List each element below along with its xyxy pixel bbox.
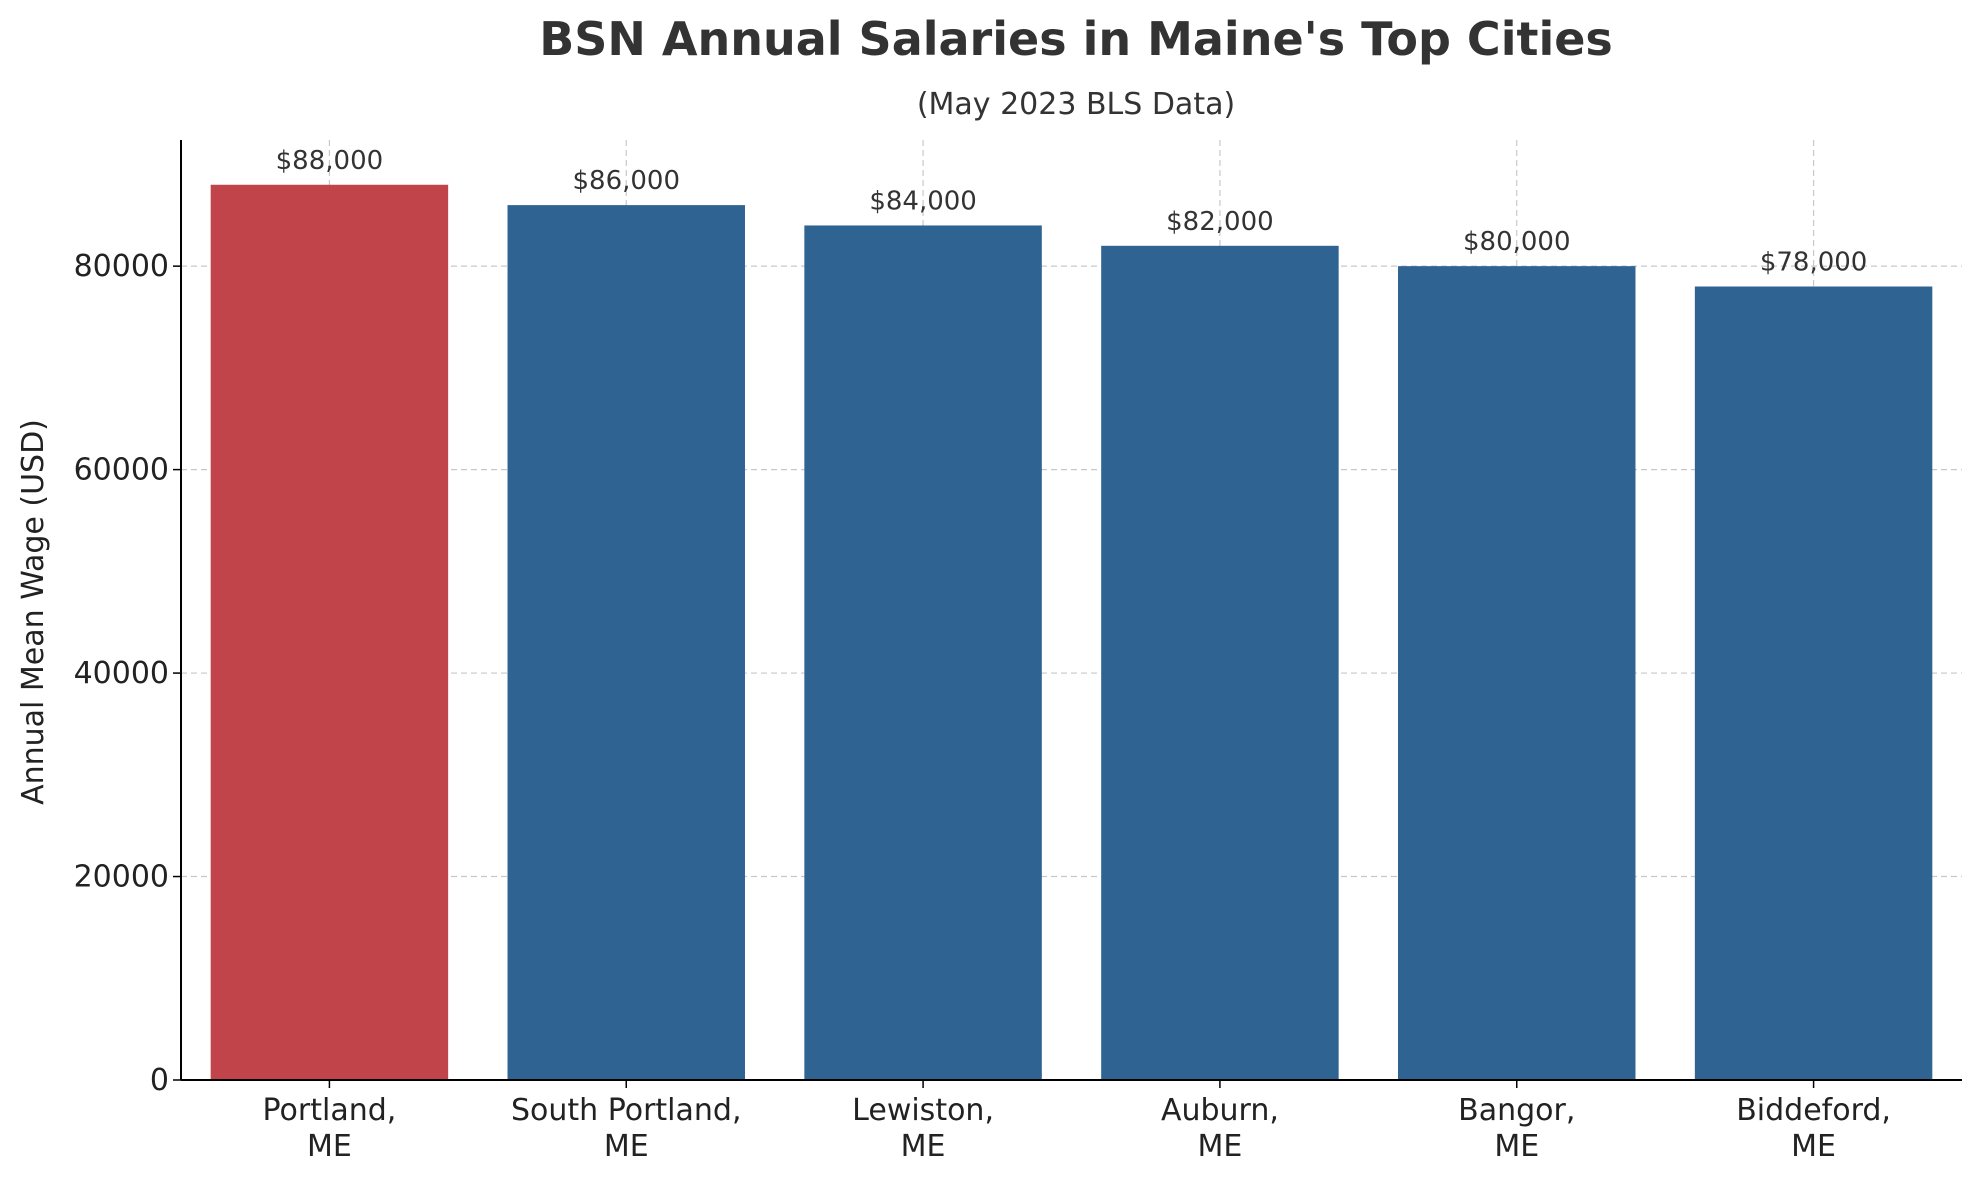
x-tick-label-line: ME — [1197, 1129, 1242, 1164]
y-tick-labels: 0 20000 40000 60000 80000 — [74, 249, 169, 1098]
axes — [173, 140, 1962, 1088]
data-label: $80,000 — [1463, 227, 1571, 257]
y-axis-label: Annual Mean Wage (USD) — [16, 419, 51, 805]
bar — [507, 205, 745, 1081]
x-tick-label: Biddeford, ME — [1736, 1093, 1891, 1164]
bar — [1398, 266, 1636, 1080]
x-tick-label: Portland, ME — [263, 1093, 397, 1164]
y-tick-label: 80000 — [74, 249, 169, 284]
x-tick-label: Lewiston, ME — [852, 1093, 994, 1164]
data-label: $84,000 — [869, 186, 977, 216]
x-tick-label-line: Biddeford, — [1736, 1093, 1891, 1128]
chart-title: BSN Annual Salaries in Maine's Top Citie… — [539, 12, 1613, 66]
data-label: $78,000 — [1760, 247, 1868, 277]
data-label: $88,000 — [276, 146, 384, 176]
x-tick-label: Auburn, ME — [1161, 1093, 1279, 1164]
data-label: $86,000 — [572, 166, 680, 196]
bar — [210, 184, 449, 1080]
x-tick-label-line: ME — [1791, 1129, 1836, 1164]
x-tick-label-line: Lewiston, — [852, 1093, 994, 1128]
y-tick-label: 60000 — [74, 453, 169, 488]
data-labels: $88,000 $86,000 $84,000 $82,000 $80,000 $78,0… — [276, 146, 1868, 278]
bar — [1694, 286, 1933, 1080]
x-tick-label: Bangor, ME — [1458, 1093, 1575, 1164]
bars — [210, 184, 1933, 1081]
bar — [804, 225, 1042, 1081]
y-tick-label: 40000 — [74, 656, 169, 691]
chart-subtitle: (May 2023 BLS Data) — [917, 87, 1235, 122]
bar — [1101, 245, 1339, 1080]
y-tick-label: 20000 — [74, 860, 169, 895]
x-tick-label-line: ME — [1494, 1129, 1539, 1164]
x-tick-label-line: Auburn, — [1161, 1093, 1279, 1128]
x-tick-label-line: ME — [604, 1129, 649, 1164]
x-tick-label-line: South Portland, — [511, 1093, 742, 1128]
y-tick-label: 0 — [150, 1063, 169, 1098]
x-tick-label-line: ME — [901, 1129, 946, 1164]
data-label: $82,000 — [1166, 207, 1274, 237]
x-tick-label-line: Portland, — [263, 1093, 397, 1128]
x-tick-label-line: Bangor, — [1458, 1093, 1575, 1128]
x-tick-label: South Portland, ME — [511, 1093, 742, 1164]
x-tick-label-line: ME — [307, 1129, 352, 1164]
